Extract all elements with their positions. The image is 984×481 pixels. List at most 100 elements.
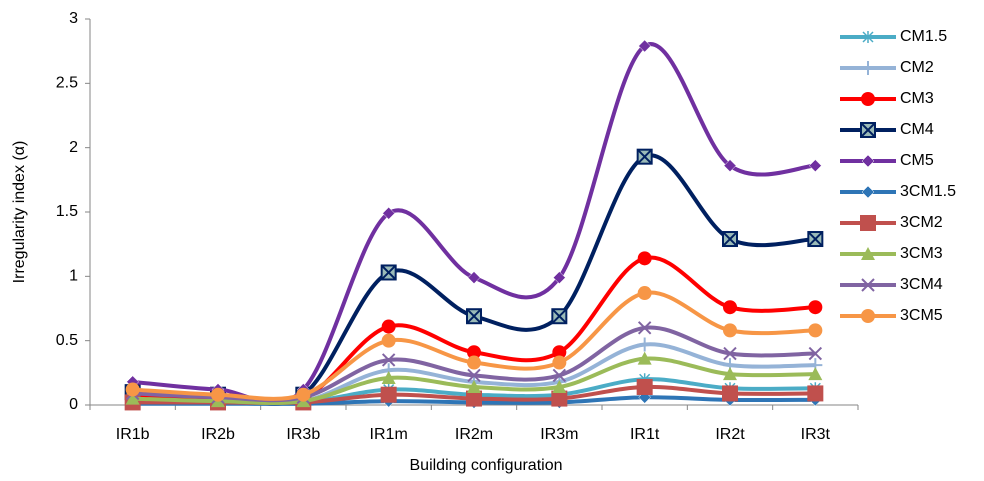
marker (722, 385, 738, 402)
marker (296, 387, 311, 402)
series (125, 351, 823, 408)
marker (637, 351, 652, 365)
marker (125, 391, 140, 405)
marker-cross (636, 148, 653, 165)
marker (861, 278, 875, 292)
marker-body (551, 390, 568, 407)
marker (636, 378, 653, 395)
series (125, 286, 823, 402)
y-tick-label: 1.5 (56, 203, 78, 220)
marker (723, 323, 737, 338)
x-tick-label: IR3b (286, 426, 320, 443)
y-tick-label: 0.5 (56, 332, 78, 349)
marker-body (636, 378, 653, 395)
x-tick-label: IR1b (116, 426, 150, 443)
marker (637, 286, 652, 301)
marker (723, 159, 737, 173)
marker (467, 368, 481, 383)
legend-label: 3CM4 (900, 276, 943, 293)
legend-label: 3CM3 (900, 245, 943, 262)
x-tick-label: IR2m (455, 426, 493, 443)
marker (467, 345, 481, 360)
x-tick-label: IR2b (201, 426, 235, 443)
marker (552, 345, 567, 360)
marker-cross (807, 231, 824, 247)
x-tick-label: IR3m (540, 426, 578, 443)
marker (723, 367, 737, 381)
x-tick-label: IR1t (630, 426, 660, 443)
marker (861, 92, 875, 106)
marker (380, 264, 397, 281)
legend-item: 3CM3 (840, 245, 943, 262)
marker (860, 215, 876, 231)
marker (467, 355, 481, 370)
marker (467, 379, 481, 393)
marker-body (860, 215, 876, 231)
marker (637, 337, 652, 352)
legend-item: 3CM5 (840, 307, 943, 324)
marker (861, 247, 875, 260)
marker (808, 159, 822, 173)
marker (382, 206, 396, 220)
marker (466, 308, 482, 325)
marker (381, 370, 396, 384)
marker-cross (466, 308, 482, 324)
marker (861, 185, 875, 199)
marker (861, 309, 875, 323)
marker (381, 333, 396, 348)
legend-item: CM4 (840, 121, 934, 138)
marker (552, 368, 567, 383)
legend-label: 3CM5 (900, 307, 943, 324)
marker (636, 148, 653, 165)
marker-body (807, 385, 824, 402)
y-axis-title: Irregularity index (α) (11, 141, 28, 284)
marker-cross (380, 264, 397, 281)
legend-item: CM2 (840, 59, 934, 76)
marker (552, 355, 567, 370)
marker-cross (722, 231, 738, 247)
marker (125, 382, 140, 397)
marker (861, 61, 875, 75)
marker (860, 122, 876, 138)
marker (808, 323, 823, 338)
marker (552, 379, 567, 393)
legend-item: 3CM4 (840, 276, 943, 293)
marker-body (380, 386, 397, 403)
marker (862, 31, 874, 43)
marker (211, 387, 225, 402)
y-tick-label: 2.5 (56, 75, 78, 92)
marker (466, 390, 482, 407)
x-axis-title: Building configuration (410, 457, 563, 474)
marker (637, 321, 652, 335)
marker (551, 308, 568, 325)
marker (807, 385, 824, 402)
marker-cross (860, 122, 876, 138)
legend-item: CM1.5 (840, 28, 947, 45)
legend-item: 3CM2 (840, 214, 943, 231)
x-tick-label: IR3t (801, 426, 831, 443)
marker (381, 353, 396, 367)
legend-label: CM2 (900, 59, 934, 76)
marker-body (466, 390, 482, 407)
marker (807, 231, 824, 248)
legend-item: 3CM1.5 (840, 183, 956, 200)
marker (808, 300, 823, 315)
y-tick-label: 3 (69, 10, 78, 27)
legend-label: 3CM1.5 (900, 183, 956, 200)
marker (380, 386, 397, 403)
legend-label: CM4 (900, 121, 934, 138)
marker (722, 231, 738, 248)
x-tick-label: IR2t (715, 426, 745, 443)
marker-body (722, 385, 738, 402)
marker (381, 319, 396, 334)
marker (638, 39, 652, 53)
y-tick-label: 1 (69, 268, 78, 285)
marker (551, 390, 568, 407)
marker (723, 346, 737, 361)
y-tick-label: 2 (69, 139, 78, 156)
legend-label: 3CM2 (900, 214, 943, 231)
marker (723, 300, 737, 315)
legend-label: CM1.5 (900, 28, 947, 45)
marker (637, 251, 652, 266)
